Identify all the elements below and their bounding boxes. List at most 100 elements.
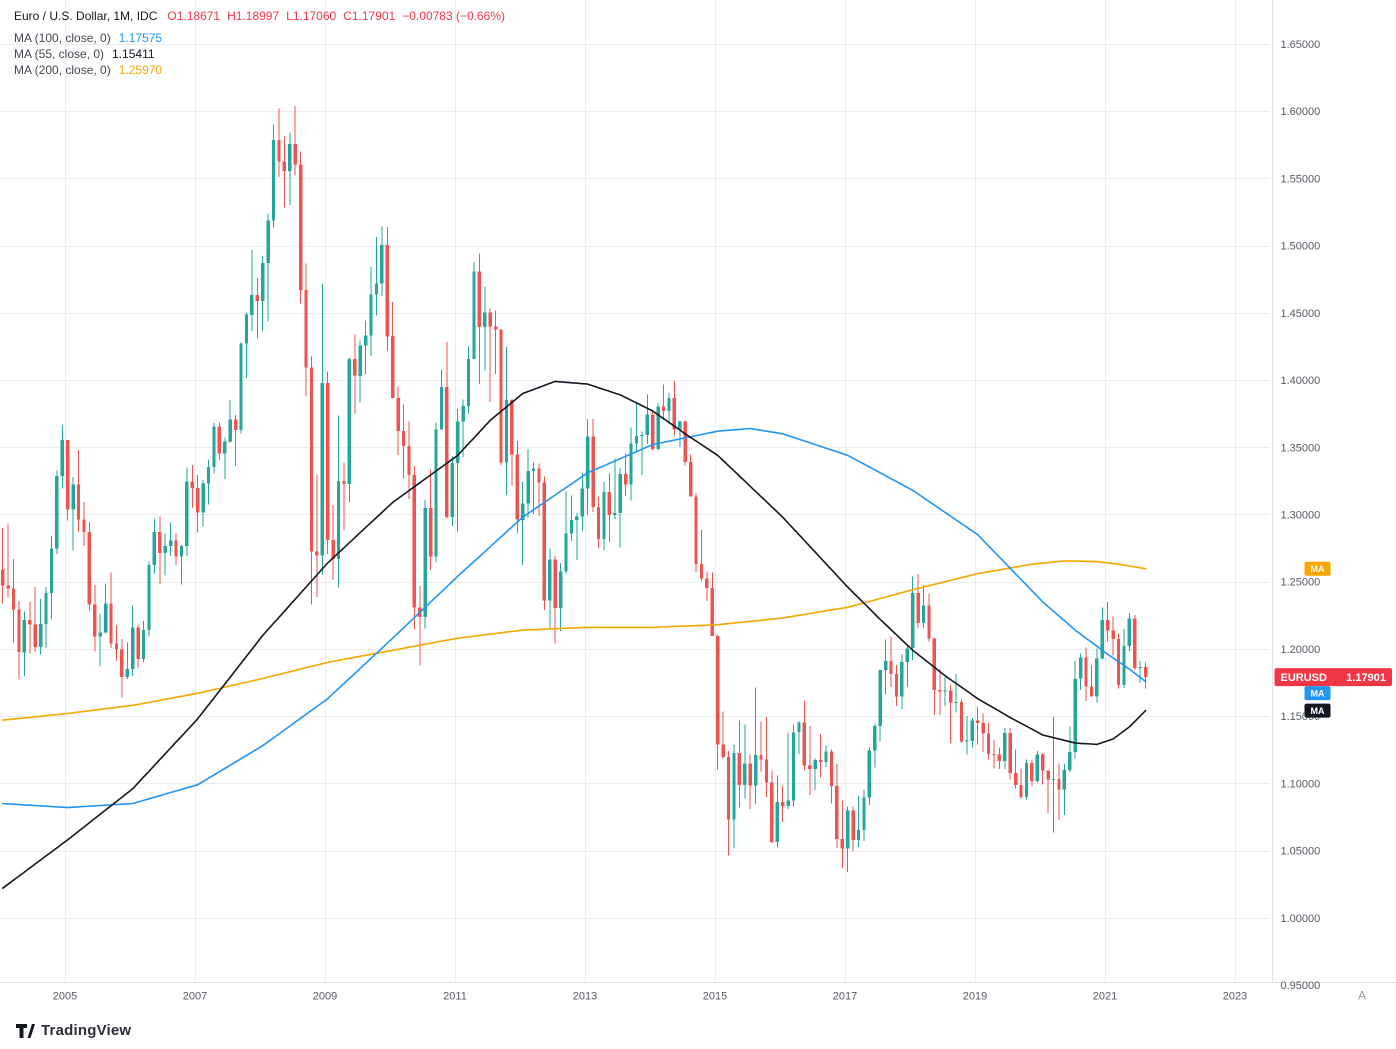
candle-body bbox=[326, 383, 330, 540]
candle-body bbox=[629, 443, 633, 485]
candle-body bbox=[49, 548, 54, 593]
candle-body bbox=[331, 539, 335, 560]
candle-body bbox=[683, 421, 687, 463]
candle-body bbox=[607, 491, 612, 516]
candle-body bbox=[461, 406, 465, 422]
symbol-price-label[interactable]: EURUSD 1.17901 bbox=[1274, 668, 1393, 687]
candle-body bbox=[407, 445, 411, 475]
tradingview-logo-icon bbox=[16, 1023, 35, 1038]
symbol-title[interactable]: Euro / U.S. Dollar, 1M, IDC bbox=[14, 9, 158, 23]
candle-body bbox=[786, 800, 790, 806]
candle-body bbox=[743, 763, 747, 786]
candle-body bbox=[699, 564, 704, 579]
candle-body bbox=[651, 414, 655, 450]
candle-body bbox=[672, 398, 677, 430]
candle-body bbox=[342, 480, 346, 485]
time-tick-label: 2009 bbox=[313, 991, 337, 1003]
candle-body bbox=[396, 398, 400, 432]
candle-body bbox=[1051, 779, 1056, 781]
price-tick-label: 1.50000 bbox=[1281, 241, 1321, 253]
candle-body bbox=[927, 605, 931, 639]
candle-body bbox=[1127, 618, 1132, 647]
footer-bar: TradingView bbox=[0, 1012, 1396, 1049]
price-tick-label: 1.65000 bbox=[1281, 39, 1321, 51]
time-tick-label: 2023 bbox=[1223, 991, 1247, 1003]
candle-body bbox=[456, 421, 460, 463]
candle-body bbox=[114, 643, 119, 650]
candle-body bbox=[493, 326, 498, 330]
candle-body bbox=[553, 559, 557, 609]
candle-body bbox=[521, 503, 525, 520]
candle-body bbox=[174, 540, 178, 557]
candle-body bbox=[1035, 754, 1039, 781]
candle-body bbox=[358, 345, 362, 376]
ma-price-label[interactable]: MA bbox=[1304, 561, 1331, 576]
time-tick-label: 2021 bbox=[1093, 991, 1117, 1003]
candle-body bbox=[298, 164, 303, 290]
time-tick-label: 2017 bbox=[833, 991, 857, 1003]
candle-body bbox=[428, 507, 433, 557]
candle-body bbox=[136, 627, 140, 659]
candle-body bbox=[835, 785, 839, 839]
candle-body bbox=[412, 474, 417, 608]
candle-body bbox=[315, 551, 319, 556]
ma-price-label[interactable]: MA bbox=[1304, 703, 1331, 718]
candle-body bbox=[288, 144, 292, 172]
candle-body bbox=[1057, 779, 1061, 790]
price-axis[interactable]: 1.65000 1.60000 1.55000 1.50000 1.45000 1.400… bbox=[1281, 39, 1321, 992]
price-tick-label: 1.60000 bbox=[1281, 106, 1321, 118]
candle-body bbox=[781, 801, 785, 807]
candle-body bbox=[76, 484, 81, 520]
tradingview-logo[interactable]: TradingView bbox=[16, 1022, 131, 1039]
indicator-row-ma200: MA (200, close, 0) 1.25970 bbox=[14, 62, 512, 78]
candle-body bbox=[217, 426, 222, 454]
candle-body bbox=[634, 436, 639, 444]
ma-line-100 bbox=[1, 427, 1147, 809]
time-tick-label: 2005 bbox=[53, 991, 77, 1003]
candle-body bbox=[911, 593, 915, 649]
indicator-label-ma200[interactable]: MA (200, close, 0) bbox=[14, 63, 111, 77]
candle-body bbox=[688, 462, 693, 497]
candle-body bbox=[791, 732, 796, 801]
candle-body bbox=[770, 782, 774, 842]
candle-body bbox=[618, 473, 622, 514]
candle-body bbox=[1068, 751, 1072, 770]
axis-corner-button[interactable]: A bbox=[1358, 989, 1366, 1003]
candle-body bbox=[640, 435, 644, 437]
candle-body bbox=[1013, 773, 1018, 785]
time-axis[interactable]: 2005 2007 2009 2011 2013 2015 2017 2019 2021 2023 bbox=[53, 991, 1247, 1003]
symbol-label-price: 1.17901 bbox=[1346, 672, 1386, 684]
candle-body bbox=[261, 263, 265, 301]
indicator-row-ma100: MA (100, close, 0) 1.17575 bbox=[14, 30, 512, 46]
candle-body bbox=[22, 619, 27, 653]
indicator-label-ma100[interactable]: MA (100, close, 0) bbox=[14, 31, 111, 45]
price-tick-label: 1.35000 bbox=[1281, 442, 1321, 454]
candlestick-chart-canvas[interactable]: 1.65000 1.60000 1.55000 1.50000 1.45000 1.400… bbox=[0, 0, 1396, 1012]
candle-body bbox=[98, 632, 102, 637]
candle-body bbox=[1133, 618, 1137, 668]
indicator-value-ma100: 1.17575 bbox=[118, 31, 163, 45]
indicator-row-ma55: MA (55, close, 0) 1.15411 bbox=[14, 46, 512, 62]
price-tick-label: 1.00000 bbox=[1281, 913, 1321, 925]
candle-body bbox=[233, 419, 238, 430]
candle-body bbox=[992, 754, 996, 756]
candle-body bbox=[710, 588, 714, 636]
candle-body bbox=[434, 429, 438, 557]
candle-body bbox=[932, 638, 937, 691]
candle-body bbox=[586, 436, 590, 489]
price-change: −0.00783 (−0.66%) bbox=[402, 9, 505, 23]
candle-body bbox=[824, 751, 828, 763]
ma-price-label[interactable]: MA bbox=[1304, 686, 1331, 701]
candle-body bbox=[564, 533, 568, 572]
candle-body bbox=[694, 496, 698, 565]
candle-body bbox=[1106, 619, 1110, 631]
candle-body bbox=[661, 406, 666, 411]
candle-body bbox=[223, 441, 227, 454]
candle-body bbox=[120, 649, 124, 678]
candle-body bbox=[558, 571, 563, 609]
indicator-label-ma55[interactable]: MA (55, close, 0) bbox=[14, 47, 105, 61]
candle-body bbox=[645, 414, 649, 435]
candle-body bbox=[439, 387, 444, 430]
time-tick-label: 2013 bbox=[573, 991, 597, 1003]
candle-body bbox=[943, 690, 947, 692]
